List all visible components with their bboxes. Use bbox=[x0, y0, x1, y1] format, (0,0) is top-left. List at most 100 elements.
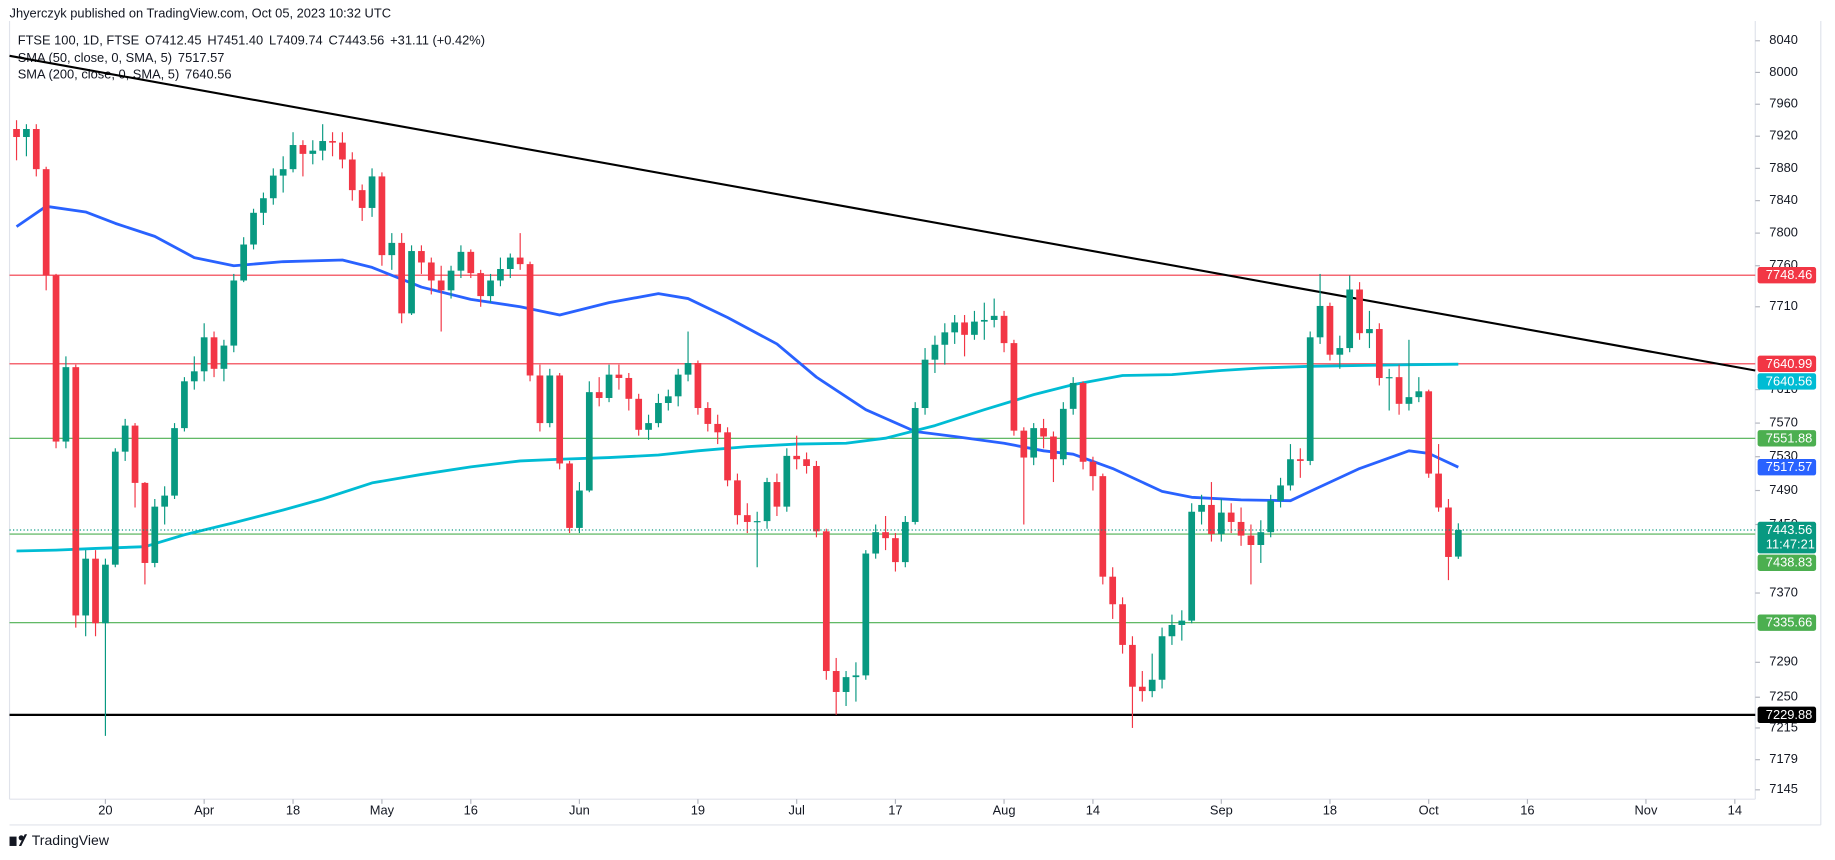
candle-body bbox=[457, 251, 465, 271]
candle-body bbox=[339, 142, 346, 160]
candle-body bbox=[388, 242, 396, 256]
candle-body bbox=[1247, 535, 1255, 545]
candle-body bbox=[497, 269, 504, 281]
candle-body bbox=[72, 367, 80, 616]
y-tick-label: 7490 bbox=[1769, 482, 1798, 497]
candle-body bbox=[892, 538, 899, 563]
candle-body bbox=[220, 345, 228, 369]
price-tag bbox=[1757, 614, 1817, 631]
candle-body bbox=[1385, 377, 1393, 379]
candle-body bbox=[1119, 604, 1126, 645]
candle-body bbox=[576, 490, 583, 528]
candle-body bbox=[1257, 532, 1265, 545]
candle-body bbox=[408, 251, 415, 314]
price-tag bbox=[1757, 554, 1817, 571]
candle-body bbox=[951, 322, 959, 333]
y-tick-label: 7710 bbox=[1769, 298, 1798, 313]
candle-body bbox=[42, 169, 50, 276]
candle-body bbox=[664, 396, 672, 403]
candle-body bbox=[418, 251, 425, 263]
candle-body bbox=[348, 159, 356, 191]
candle-body bbox=[181, 381, 188, 429]
candle-body bbox=[368, 176, 376, 208]
candle-body bbox=[1336, 348, 1344, 355]
y-tick-label: 7880 bbox=[1769, 160, 1798, 175]
sma-line bbox=[16, 362, 1459, 553]
candle-body bbox=[230, 280, 238, 346]
candle-body bbox=[1356, 289, 1363, 334]
x-tick-label: 19 bbox=[691, 802, 705, 817]
candle-body bbox=[32, 129, 40, 170]
countdown-label: 11:47:21 bbox=[1766, 537, 1815, 552]
x-tick-label: 17 bbox=[888, 802, 902, 817]
candle-body bbox=[279, 169, 287, 176]
candle-body bbox=[724, 432, 731, 481]
candle-body bbox=[319, 141, 327, 151]
y-tick-label: 7570 bbox=[1769, 414, 1798, 429]
price-tag-label: 7438.83 bbox=[1766, 555, 1812, 570]
ohlc-legend-value: L7409.74 bbox=[269, 32, 323, 47]
candle-body bbox=[536, 375, 544, 424]
price-tag-label: 7517.57 bbox=[1766, 459, 1812, 474]
candle-body bbox=[1237, 521, 1245, 536]
candle-body bbox=[141, 482, 149, 563]
indicator-legend-value: 7517.57 bbox=[178, 50, 224, 65]
candle-body bbox=[299, 145, 307, 154]
candle-body bbox=[734, 480, 741, 516]
candle-body bbox=[398, 242, 406, 314]
x-tick-label: 14 bbox=[1086, 802, 1100, 817]
price-tag bbox=[1757, 430, 1817, 447]
logo-slash bbox=[18, 834, 28, 846]
candle-body bbox=[743, 515, 751, 522]
candle-body bbox=[161, 495, 169, 507]
change-value: +31.11 (+0.42%) bbox=[390, 32, 485, 47]
price-tag bbox=[1757, 459, 1817, 476]
candle-body bbox=[625, 377, 633, 399]
candle-body bbox=[131, 425, 139, 483]
candle-body bbox=[980, 319, 988, 322]
candle-body bbox=[1375, 329, 1383, 378]
candle-body bbox=[427, 262, 435, 281]
candle-body bbox=[121, 425, 129, 452]
candle-body bbox=[1089, 461, 1097, 477]
candle-body bbox=[171, 428, 178, 496]
candle-body bbox=[82, 558, 90, 616]
candle-body bbox=[1099, 476, 1107, 577]
y-tick-label: 7370 bbox=[1769, 584, 1798, 599]
ohlc-legend-value: C7443.56 bbox=[329, 32, 385, 47]
x-tick-label: Jun bbox=[569, 802, 590, 817]
candle-body bbox=[1306, 337, 1314, 461]
x-tick-label: Nov bbox=[1635, 802, 1658, 817]
candle-body bbox=[1178, 620, 1186, 625]
y-tick-label: 7250 bbox=[1769, 689, 1798, 704]
candle-body bbox=[1435, 473, 1442, 508]
candle-body bbox=[852, 675, 860, 678]
candle-body bbox=[447, 270, 455, 291]
y-tick-label: 7960 bbox=[1769, 96, 1798, 111]
candle-body bbox=[615, 374, 623, 378]
price-tag bbox=[1757, 355, 1817, 373]
candle-body bbox=[506, 257, 514, 270]
x-tick-label: 20 bbox=[98, 802, 112, 817]
indicator-legend-value: 7640.56 bbox=[185, 66, 231, 81]
candle-body bbox=[813, 465, 820, 532]
candle-body bbox=[23, 129, 30, 138]
candle-body bbox=[151, 506, 159, 563]
price-tag-label: 7443.56 bbox=[1766, 522, 1812, 537]
candle-body bbox=[773, 482, 781, 507]
candle-body bbox=[566, 463, 573, 528]
candle-body bbox=[477, 273, 485, 297]
candle-body bbox=[872, 532, 880, 554]
brand-name: TradingView bbox=[32, 832, 110, 848]
y-tick-label: 7290 bbox=[1769, 654, 1798, 669]
candle-body bbox=[694, 363, 702, 409]
candle-body bbox=[1059, 408, 1067, 460]
candle-body bbox=[1366, 329, 1373, 334]
y-tick-label: 7800 bbox=[1769, 225, 1798, 240]
candle-body bbox=[92, 558, 99, 624]
y-tick-label: 7145 bbox=[1769, 781, 1798, 796]
candle-body bbox=[783, 455, 791, 507]
candle-body bbox=[487, 280, 494, 297]
candle-body bbox=[1217, 512, 1225, 534]
candle-body bbox=[674, 374, 682, 397]
